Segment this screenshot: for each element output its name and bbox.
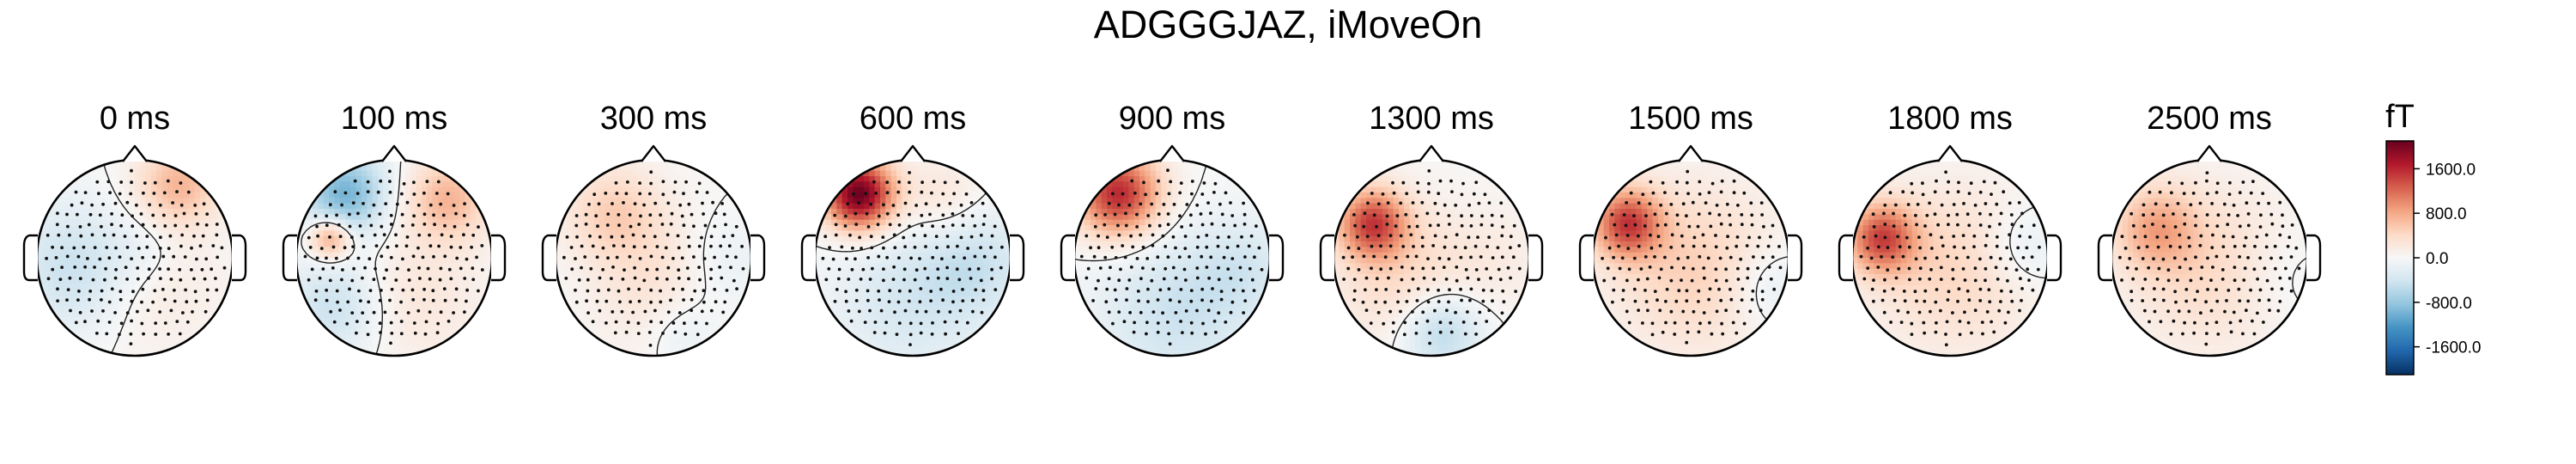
nose-marker <box>122 144 148 162</box>
topomap-time-label: 1300 ms <box>1369 101 1494 137</box>
topomap-time-label: 100 ms <box>341 101 448 137</box>
topomap-field <box>1593 160 1789 356</box>
right-ear <box>2306 234 2322 282</box>
nose-marker <box>2196 144 2222 162</box>
nose-marker <box>900 144 926 162</box>
topomap-time-label: 0 ms <box>100 101 170 137</box>
colorbar-gradient <box>2385 140 2415 375</box>
figure-title: ADGGGJAZ, iMoveOn <box>1094 3 1483 46</box>
right-ear <box>750 234 766 282</box>
topomap-sensors <box>1601 169 1783 345</box>
right-ear <box>491 234 507 282</box>
topomap-sensors <box>1079 168 1264 346</box>
topomap-time-label: 600 ms <box>860 101 967 137</box>
left-ear <box>541 234 556 282</box>
topomap-sensors <box>562 170 745 347</box>
left-ear <box>2097 234 2112 282</box>
topomap-row: 0 ms 100 ms 300 ms 600 ms 900 ms 1300 ms 1500 … <box>22 101 2322 357</box>
colorbar-tick-label: 800.0 <box>2426 205 2467 223</box>
left-ear <box>1319 234 1334 282</box>
topomap-sensors <box>1859 170 2041 347</box>
topomap: 900 ms <box>1060 101 1285 357</box>
left-ear <box>22 234 38 282</box>
topomap-field <box>1334 160 1529 356</box>
topomap-time-label: 900 ms <box>1119 101 1226 137</box>
topomap-sensors <box>1341 169 1522 345</box>
left-ear <box>800 234 816 282</box>
topomap: 1500 ms <box>1578 101 1803 357</box>
colorbar-tick-label: -1600.0 <box>2426 339 2481 357</box>
topomap-time-label: 300 ms <box>600 101 708 137</box>
colorbar-tick-label: 1600.0 <box>2426 161 2476 179</box>
right-ear <box>2047 234 2063 282</box>
topomap: 1300 ms <box>1319 101 1544 357</box>
topomap: 0 ms <box>22 101 247 357</box>
nose-marker <box>1937 144 1963 162</box>
colorbar: fT 1600.0 800.0 0.0 -800.0 -1600.0 <box>2385 99 2481 375</box>
topomap: 600 ms <box>800 101 1025 357</box>
right-ear <box>1788 234 1803 282</box>
left-ear <box>1578 234 1594 282</box>
right-ear <box>232 234 247 282</box>
topomap: 300 ms <box>541 101 766 357</box>
topomap-time-label: 1500 ms <box>1628 101 1753 137</box>
topomap-sensors <box>45 168 227 345</box>
nose-marker <box>1159 144 1185 162</box>
colorbar-unit-label: fT <box>2385 99 2415 135</box>
topomap-sensors <box>2118 171 2301 346</box>
right-ear <box>1269 234 1285 282</box>
topomap-time-label: 2500 ms <box>2147 101 2272 137</box>
colorbar-tick-label: 0.0 <box>2426 250 2448 268</box>
topomap-sensors <box>821 171 1004 346</box>
topomap-time-label: 1800 ms <box>1887 101 2013 137</box>
right-ear <box>1010 234 1025 282</box>
nose-marker <box>1678 144 1704 162</box>
left-ear <box>1838 234 1853 282</box>
right-ear <box>1528 234 1544 282</box>
topomap: 1800 ms <box>1838 101 2063 357</box>
left-ear <box>282 234 297 282</box>
topomap-sensors <box>303 169 484 345</box>
left-ear <box>1060 234 1075 282</box>
nose-marker <box>641 144 666 162</box>
colorbar-tick-label: -800.0 <box>2426 295 2472 313</box>
topomap: 2500 ms <box>2097 101 2322 357</box>
nose-marker <box>381 144 407 162</box>
topomap-contour <box>1074 160 1208 262</box>
nose-marker <box>1419 144 1444 162</box>
topomap: 100 ms <box>282 101 507 357</box>
